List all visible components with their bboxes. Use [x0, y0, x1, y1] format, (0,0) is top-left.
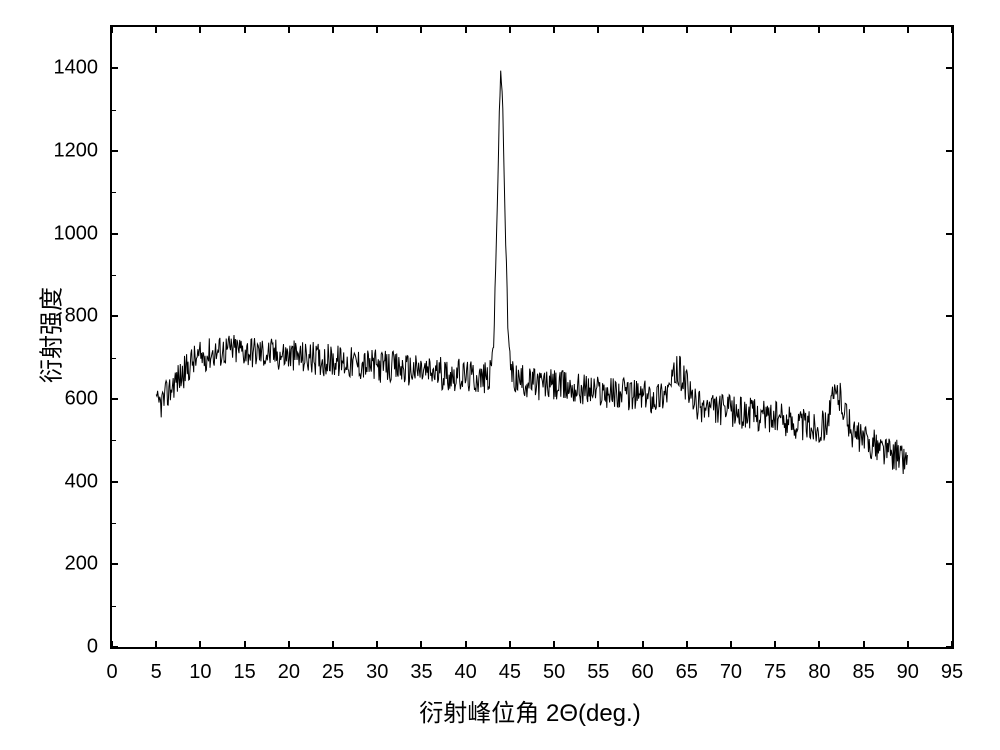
y-tick: [946, 481, 954, 483]
x-tick: [199, 641, 201, 649]
x-tick: [288, 641, 290, 649]
x-tick-label: 45: [499, 661, 521, 684]
x-tick-label: 60: [631, 661, 653, 684]
x-tick: [730, 25, 732, 33]
x-tick: [642, 25, 644, 33]
x-tick: [199, 25, 201, 33]
x-tick-label: 90: [897, 661, 919, 684]
x-tick: [730, 641, 732, 649]
x-tick: [553, 25, 555, 33]
x-tick: [863, 641, 865, 649]
x-tick: [863, 25, 865, 33]
x-tick: [686, 25, 688, 33]
x-tick: [288, 25, 290, 33]
x-tick: [907, 25, 909, 33]
x-tick-label: 15: [234, 661, 256, 684]
x-tick-label: 25: [322, 661, 344, 684]
y-tick-label: 1000: [54, 222, 99, 245]
y-tick-label: 1200: [54, 140, 99, 163]
y-tick-label: 800: [65, 305, 98, 328]
x-axis-label: 衍射峰位角 2Θ(deg.): [419, 693, 640, 728]
x-tick: [597, 641, 599, 649]
y-tick-label: 0: [87, 636, 98, 659]
y-tick: [110, 315, 118, 317]
x-tick-label: 40: [455, 661, 477, 684]
x-tick: [332, 25, 334, 33]
x-tick: [111, 25, 113, 33]
x-tick: [244, 25, 246, 33]
y-tick-minor: [111, 275, 116, 276]
y-tick: [946, 398, 954, 400]
x-tick-label: 55: [587, 661, 609, 684]
y-tick: [110, 233, 118, 235]
y-tick: [946, 67, 954, 69]
y-tick-minor: [111, 523, 116, 524]
x-tick-label: 75: [764, 661, 786, 684]
x-tick: [465, 25, 467, 33]
y-tick: [946, 233, 954, 235]
x-tick: [111, 641, 113, 649]
x-tick: [553, 641, 555, 649]
x-tick-label: 80: [808, 661, 830, 684]
y-tick: [946, 150, 954, 152]
x-tick: [774, 641, 776, 649]
x-tick: [509, 641, 511, 649]
x-tick-label: 65: [676, 661, 698, 684]
x-tick: [376, 25, 378, 33]
x-tick: [155, 25, 157, 33]
x-tick: [951, 25, 953, 33]
x-tick-label: 70: [720, 661, 742, 684]
y-tick-minor: [111, 606, 116, 607]
x-tick: [818, 25, 820, 33]
xrd-line: [112, 27, 952, 647]
x-tick-label: 85: [852, 661, 874, 684]
x-tick: [376, 641, 378, 649]
x-tick: [642, 641, 644, 649]
x-tick-label: 95: [941, 661, 963, 684]
y-tick-label: 1400: [54, 57, 99, 80]
plot-area: [112, 27, 952, 647]
x-tick: [420, 25, 422, 33]
y-tick-label: 400: [65, 470, 98, 493]
y-tick-minor: [111, 110, 116, 111]
x-tick-label: 35: [410, 661, 432, 684]
y-axis-label: 衍射强度: [31, 287, 66, 383]
y-tick: [110, 398, 118, 400]
xrd-trace: [156, 71, 907, 474]
x-tick: [509, 25, 511, 33]
y-tick: [946, 315, 954, 317]
x-tick-label: 50: [543, 661, 565, 684]
y-tick-label: 200: [65, 553, 98, 576]
x-tick: [818, 641, 820, 649]
x-tick: [420, 641, 422, 649]
plot-frame: 0200400600800100012001400051015202530354…: [110, 25, 954, 649]
x-tick-label: 5: [151, 661, 162, 684]
y-tick-label: 600: [65, 388, 98, 411]
xrd-chart: 0 200 400 600 800 1000 1200 1400 0 5 10 15 20 25 30 35 4…: [0, 0, 1000, 750]
x-tick: [465, 641, 467, 649]
x-tick: [597, 25, 599, 33]
x-tick: [244, 641, 246, 649]
x-tick: [686, 641, 688, 649]
x-tick: [155, 641, 157, 649]
y-tick: [110, 150, 118, 152]
x-tick: [774, 25, 776, 33]
x-tick-label: 0: [106, 661, 117, 684]
y-tick: [110, 67, 118, 69]
y-tick: [110, 481, 118, 483]
y-tick-minor: [111, 192, 116, 193]
x-tick: [332, 641, 334, 649]
y-tick-minor: [111, 440, 116, 441]
y-tick-minor: [111, 358, 116, 359]
x-tick: [951, 641, 953, 649]
x-tick-label: 20: [278, 661, 300, 684]
y-tick: [110, 563, 118, 565]
x-tick-label: 30: [366, 661, 388, 684]
y-tick: [946, 563, 954, 565]
x-tick: [907, 641, 909, 649]
x-tick-label: 10: [189, 661, 211, 684]
